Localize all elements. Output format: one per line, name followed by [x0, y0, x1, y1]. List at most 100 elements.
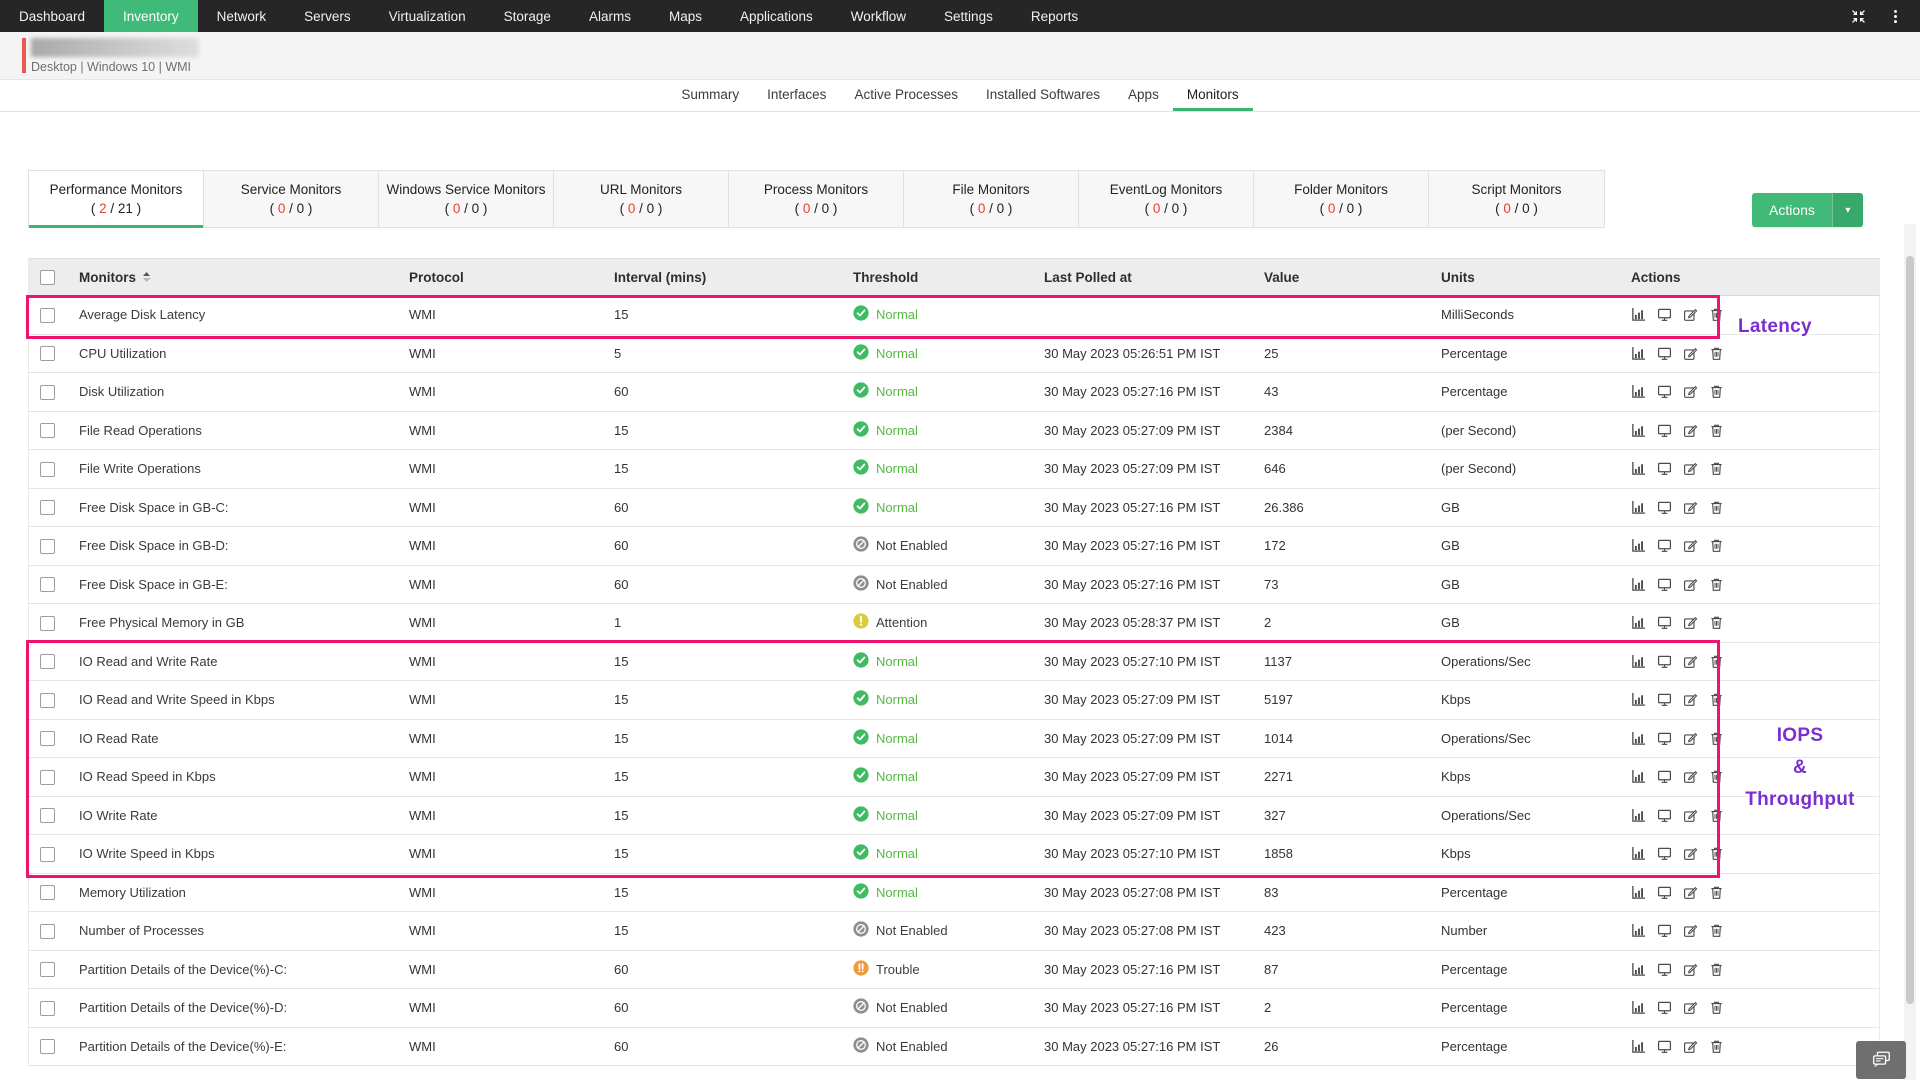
- monitor-tab-process-monitors[interactable]: Process Monitors ( 0 / 0 ): [729, 171, 904, 227]
- monitor-icon[interactable]: [1657, 384, 1672, 399]
- delete-icon[interactable]: [1709, 731, 1724, 746]
- chart-icon[interactable]: [1631, 962, 1646, 977]
- tab-summary[interactable]: Summary: [681, 86, 740, 102]
- row-checkbox[interactable]: [40, 962, 55, 978]
- monitor-tab-service-monitors[interactable]: Service Monitors ( 0 / 0 ): [204, 171, 379, 227]
- delete-icon[interactable]: [1709, 461, 1724, 476]
- row-checkbox[interactable]: [40, 500, 55, 516]
- chart-icon[interactable]: [1631, 577, 1646, 592]
- monitor-icon[interactable]: [1657, 885, 1672, 900]
- monitor-icon[interactable]: [1657, 923, 1672, 938]
- delete-icon[interactable]: [1709, 846, 1724, 861]
- monitor-icon[interactable]: [1657, 346, 1672, 361]
- nav-item-settings[interactable]: Settings: [944, 8, 993, 24]
- sort-icon[interactable]: [142, 271, 151, 283]
- monitor-tab-eventlog-monitors[interactable]: EventLog Monitors ( 0 / 0 ): [1079, 171, 1254, 227]
- monitor-icon[interactable]: [1657, 808, 1672, 823]
- chart-icon[interactable]: [1631, 846, 1646, 861]
- actions-button[interactable]: Actions: [1752, 193, 1832, 227]
- row-checkbox[interactable]: [40, 885, 55, 901]
- tab-active-processes[interactable]: Active Processes: [854, 86, 958, 102]
- monitor-icon[interactable]: [1657, 769, 1672, 784]
- tab-apps[interactable]: Apps: [1128, 86, 1159, 102]
- delete-icon[interactable]: [1709, 307, 1724, 322]
- tab-monitors[interactable]: Monitors: [1172, 80, 1253, 111]
- edit-icon[interactable]: [1683, 1000, 1698, 1015]
- monitor-tab-url-monitors[interactable]: URL Monitors ( 0 / 0 ): [554, 171, 729, 227]
- monitor-icon[interactable]: [1657, 962, 1672, 977]
- column-header-monitors[interactable]: Monitors: [79, 270, 409, 285]
- chart-icon[interactable]: [1631, 500, 1646, 515]
- chart-icon[interactable]: [1631, 654, 1646, 669]
- edit-icon[interactable]: [1683, 885, 1698, 900]
- delete-icon[interactable]: [1709, 962, 1724, 977]
- monitor-icon[interactable]: [1657, 307, 1672, 322]
- nav-item-dashboard[interactable]: Dashboard: [19, 8, 86, 24]
- delete-icon[interactable]: [1709, 423, 1724, 438]
- row-checkbox[interactable]: [40, 808, 55, 824]
- monitor-tab-performance-monitors[interactable]: Performance Monitors ( 2 / 21 ): [29, 171, 204, 228]
- row-checkbox[interactable]: [40, 307, 55, 323]
- monitor-icon[interactable]: [1657, 538, 1672, 553]
- edit-icon[interactable]: [1683, 538, 1698, 553]
- row-checkbox[interactable]: [40, 731, 55, 747]
- select-all-checkbox[interactable]: [40, 269, 55, 285]
- delete-icon[interactable]: [1709, 538, 1724, 553]
- monitor-icon[interactable]: [1657, 461, 1672, 476]
- tab-installed-softwares[interactable]: Installed Softwares: [985, 86, 1101, 102]
- row-checkbox[interactable]: [40, 538, 55, 554]
- chart-icon[interactable]: [1631, 692, 1646, 707]
- nav-item-alarms[interactable]: Alarms: [588, 8, 631, 24]
- row-checkbox[interactable]: [40, 1000, 55, 1016]
- edit-icon[interactable]: [1683, 654, 1698, 669]
- monitor-tab-folder-monitors[interactable]: Folder Monitors ( 0 / 0 ): [1254, 171, 1429, 227]
- edit-icon[interactable]: [1683, 500, 1698, 515]
- actions-dropdown-caret[interactable]: ▾: [1831, 193, 1863, 227]
- row-checkbox[interactable]: [40, 654, 55, 670]
- chart-icon[interactable]: [1631, 461, 1646, 476]
- row-checkbox[interactable]: [40, 577, 55, 593]
- nav-item-workflow[interactable]: Workflow: [850, 8, 907, 24]
- delete-icon[interactable]: [1709, 692, 1724, 707]
- row-checkbox[interactable]: [40, 346, 55, 362]
- chart-icon[interactable]: [1631, 731, 1646, 746]
- chart-icon[interactable]: [1631, 808, 1646, 823]
- monitor-icon[interactable]: [1657, 1000, 1672, 1015]
- edit-icon[interactable]: [1683, 692, 1698, 707]
- edit-icon[interactable]: [1683, 384, 1698, 399]
- edit-icon[interactable]: [1683, 846, 1698, 861]
- delete-icon[interactable]: [1709, 923, 1724, 938]
- edit-icon[interactable]: [1683, 808, 1698, 823]
- edit-icon[interactable]: [1683, 1039, 1698, 1054]
- edit-icon[interactable]: [1683, 731, 1698, 746]
- tab-interfaces[interactable]: Interfaces: [767, 86, 827, 102]
- edit-icon[interactable]: [1683, 615, 1698, 630]
- monitor-tab-script-monitors[interactable]: Script Monitors ( 0 / 0 ): [1429, 171, 1604, 227]
- row-checkbox[interactable]: [40, 692, 55, 708]
- nav-item-servers[interactable]: Servers: [304, 8, 351, 24]
- edit-icon[interactable]: [1683, 962, 1698, 977]
- edit-icon[interactable]: [1683, 346, 1698, 361]
- row-checkbox[interactable]: [40, 923, 55, 939]
- chart-icon[interactable]: [1631, 307, 1646, 322]
- chart-icon[interactable]: [1631, 885, 1646, 900]
- nav-item-network[interactable]: Network: [216, 8, 267, 24]
- row-checkbox[interactable]: [40, 846, 55, 862]
- kebab-menu-icon[interactable]: [1887, 8, 1904, 25]
- delete-icon[interactable]: [1709, 384, 1724, 399]
- monitor-icon[interactable]: [1657, 692, 1672, 707]
- delete-icon[interactable]: [1709, 885, 1724, 900]
- edit-icon[interactable]: [1683, 423, 1698, 438]
- edit-icon[interactable]: [1683, 577, 1698, 592]
- edit-icon[interactable]: [1683, 307, 1698, 322]
- nav-item-maps[interactable]: Maps: [668, 8, 702, 24]
- monitor-icon[interactable]: [1657, 615, 1672, 630]
- row-checkbox[interactable]: [40, 1039, 55, 1055]
- chart-icon[interactable]: [1631, 615, 1646, 630]
- row-checkbox[interactable]: [40, 461, 55, 477]
- row-checkbox[interactable]: [40, 615, 55, 631]
- delete-icon[interactable]: [1709, 1000, 1724, 1015]
- monitor-tab-windows-service-monitors[interactable]: Windows Service Monitors ( 0 / 0 ): [379, 171, 554, 227]
- delete-icon[interactable]: [1709, 500, 1724, 515]
- delete-icon[interactable]: [1709, 808, 1724, 823]
